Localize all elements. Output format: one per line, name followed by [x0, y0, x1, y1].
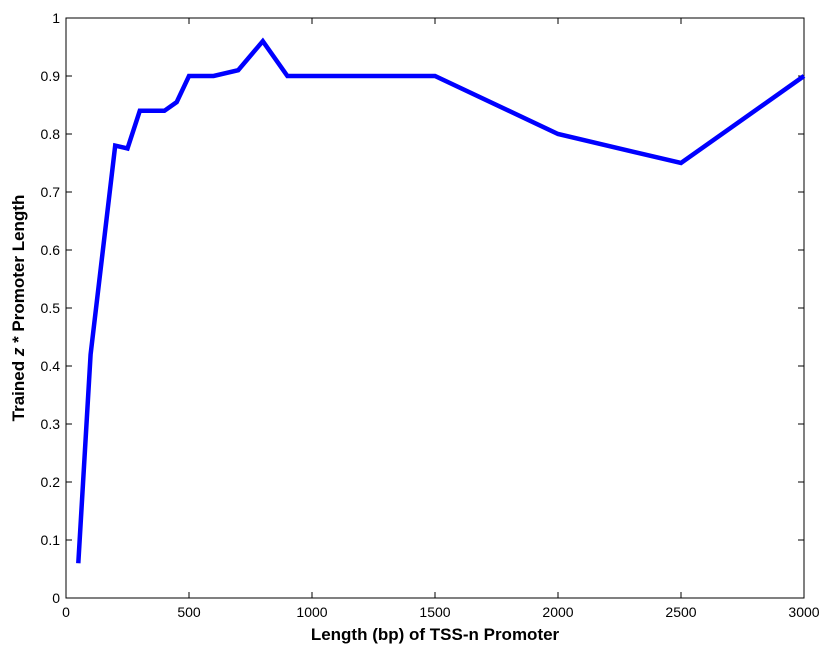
y-tick-label: 0.7	[41, 184, 61, 200]
series-layer	[76, 37, 806, 564]
y-tick-label: 0.9	[41, 68, 61, 84]
y-axis-label: Trained z * Promoter Length	[9, 195, 28, 422]
plot-area	[65, 17, 805, 599]
x-axis-label: Length (bp) of TSS-n Promoter	[311, 625, 560, 644]
x-tick-label: 1500	[419, 604, 450, 620]
y-tick-label: 0.3	[41, 416, 61, 432]
x-tick-label: 3000	[788, 604, 819, 620]
y-tick-label: 0.6	[41, 242, 61, 258]
x-tick-label: 2500	[665, 604, 696, 620]
x-tick-label: 1000	[296, 604, 327, 620]
y-tick-label: 0	[52, 590, 60, 606]
y-axis-label-part-1: Trained	[9, 356, 28, 421]
y-tick-label: 0.5	[41, 300, 61, 316]
y-tick-label: 0.4	[41, 358, 61, 374]
x-tick-label: 500	[177, 604, 201, 620]
y-tick-label: 1	[52, 10, 60, 26]
y-tick-label: 0.8	[41, 126, 61, 142]
ticks-layer: 0 500 1000 1500 2000 2500 3000 0 0.1 0.2 0.3 0.4 0.5…	[41, 10, 820, 620]
y-tick-label: 0.2	[41, 474, 61, 490]
y-axis-label-variable: z	[9, 347, 28, 357]
series-line	[76, 37, 806, 564]
y-axis-label-part-2: * Promoter Length	[9, 195, 28, 348]
x-tick-label: 0	[62, 604, 70, 620]
x-tick-label: 2000	[542, 604, 573, 620]
y-tick-label: 0.1	[41, 532, 61, 548]
